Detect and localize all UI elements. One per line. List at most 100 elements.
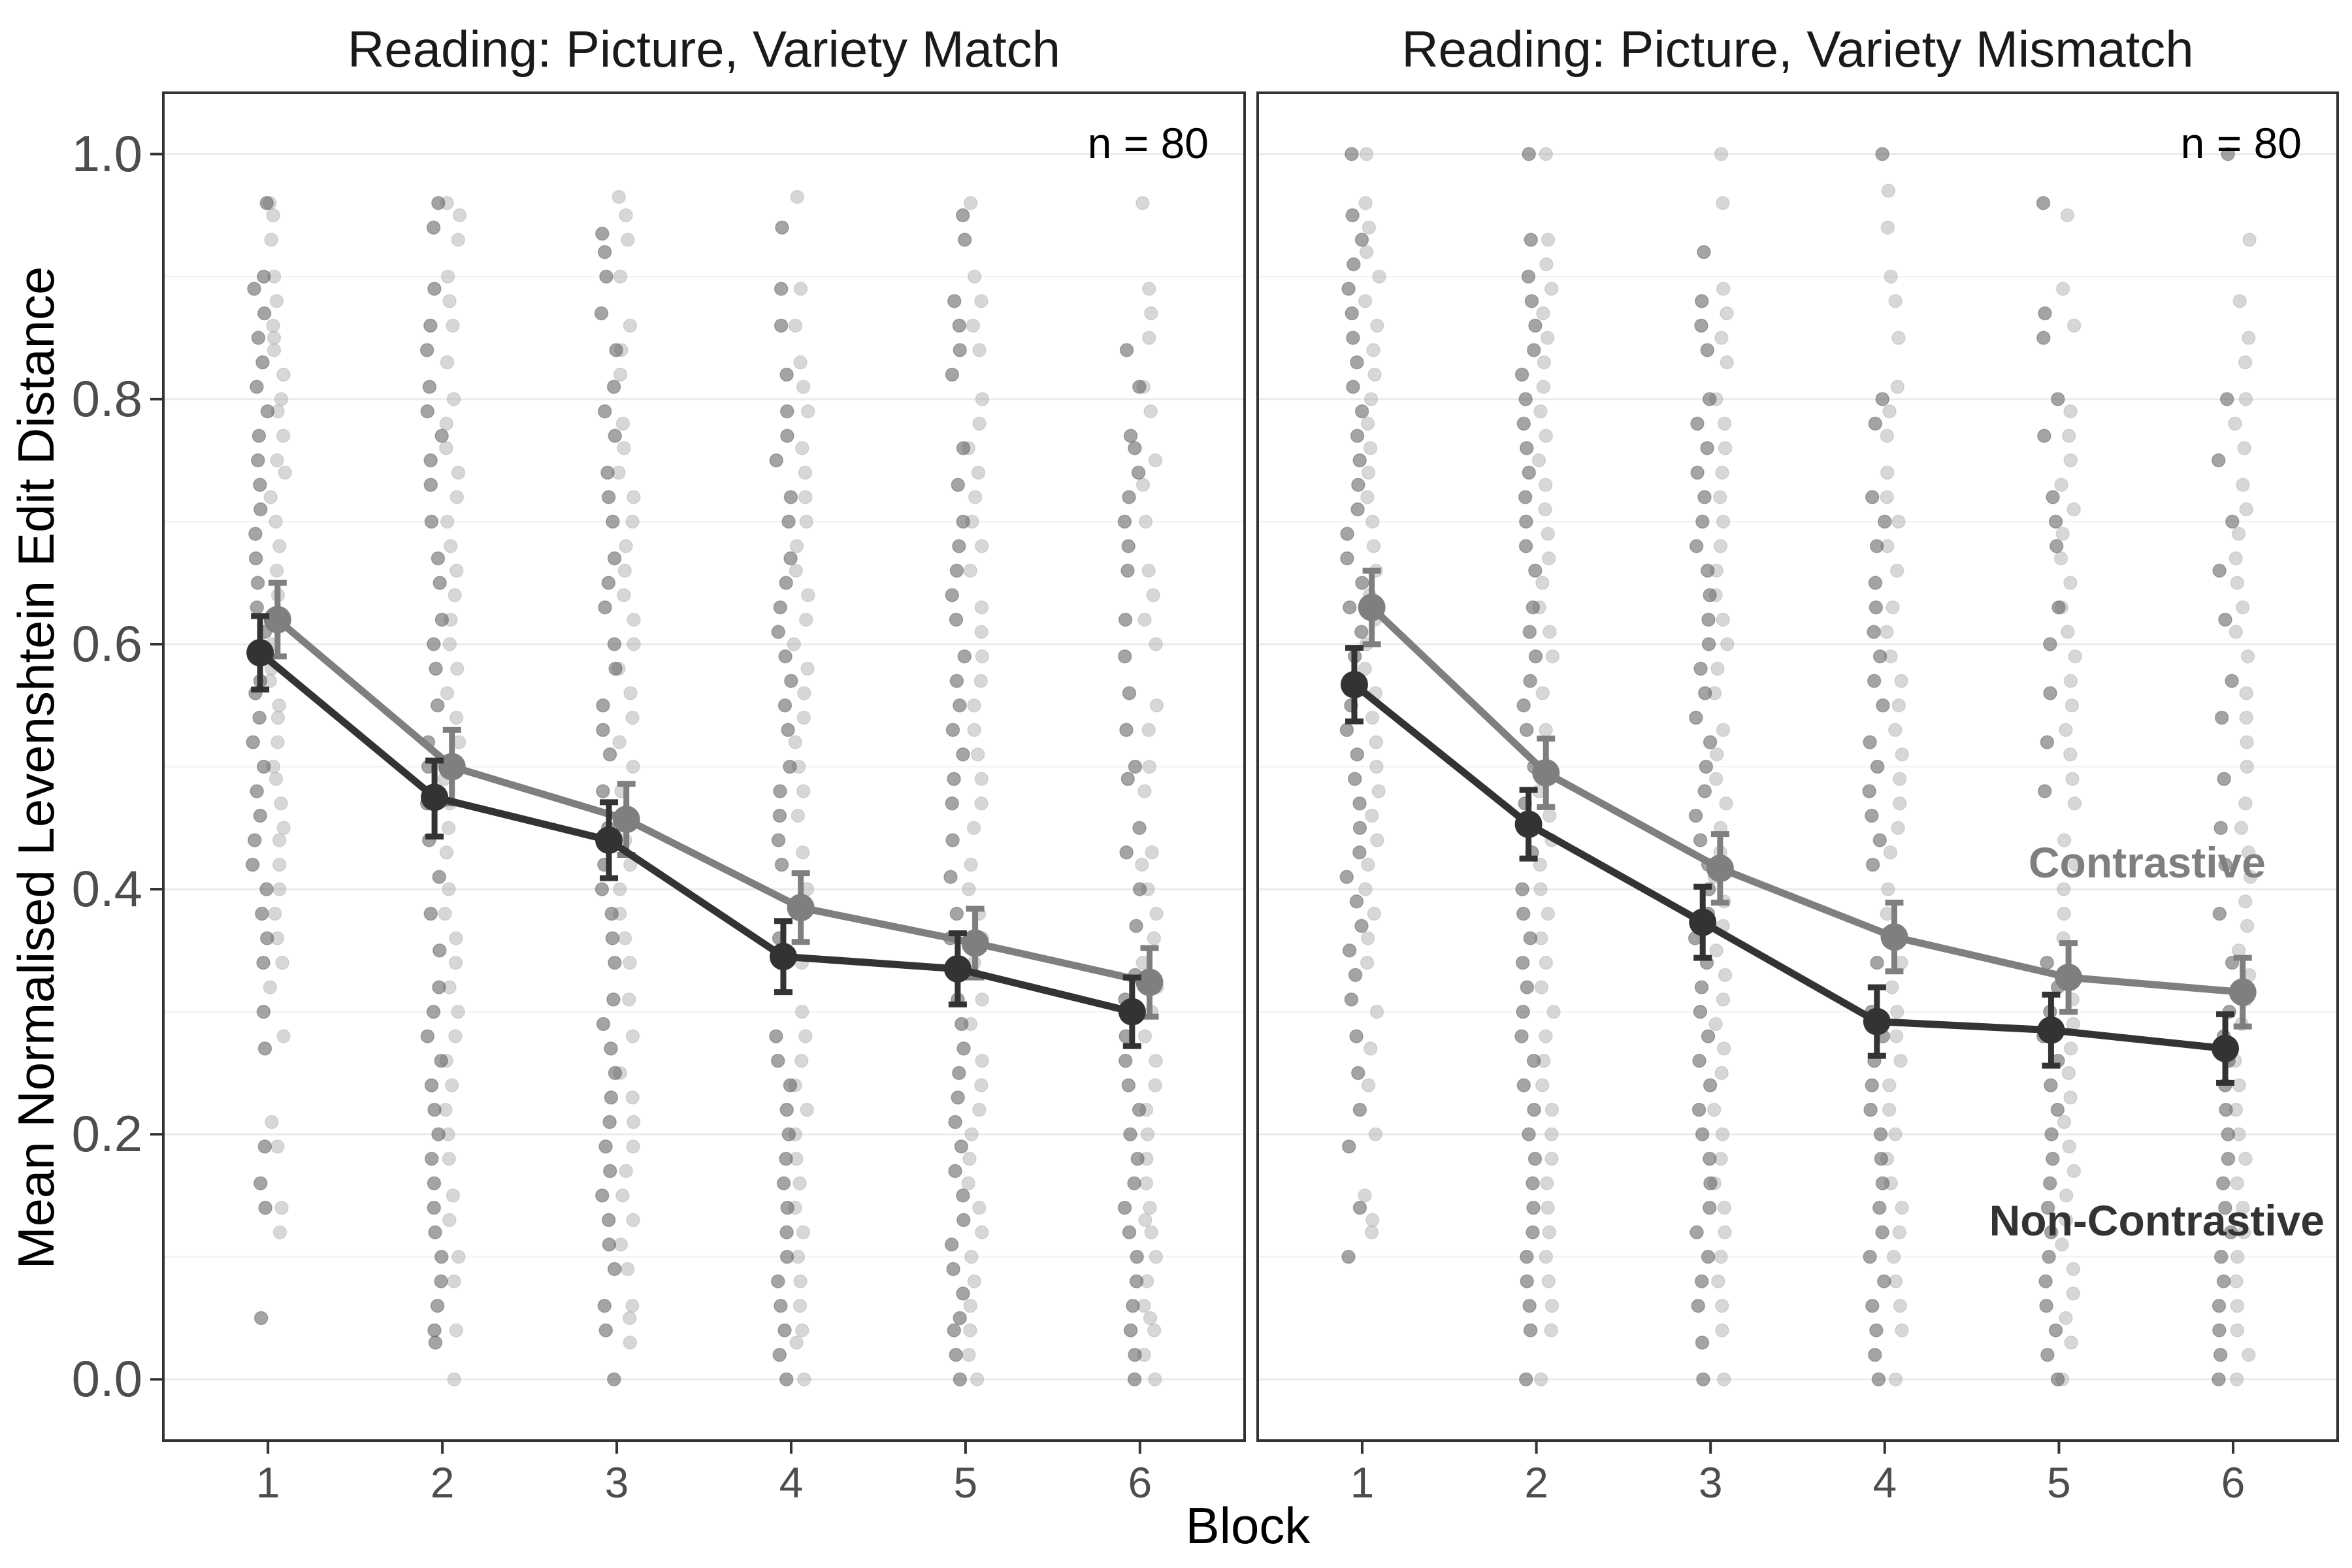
data-point	[619, 539, 633, 553]
data-point	[793, 282, 808, 296]
data-point	[257, 1139, 272, 1154]
data-point	[1137, 784, 1152, 798]
data-point	[623, 318, 638, 333]
data-point	[1364, 392, 1379, 406]
data-point	[446, 392, 461, 406]
data-point	[253, 502, 268, 517]
data-point	[1874, 1151, 1889, 1166]
data-point	[1872, 833, 1887, 847]
data-point	[793, 355, 808, 370]
data-point	[2238, 796, 2253, 811]
data-point	[1718, 1225, 1732, 1239]
data-point	[259, 196, 274, 210]
data-point	[442, 1213, 457, 1228]
data-point	[1149, 906, 1164, 921]
data-point	[783, 759, 797, 774]
contrastive-mean-point	[2055, 964, 2083, 992]
data-point	[1362, 220, 1377, 235]
data-point	[2240, 919, 2255, 934]
data-point	[1694, 980, 1709, 994]
data-point	[1135, 196, 1150, 210]
data-point	[1130, 1249, 1144, 1264]
data-point	[447, 1372, 461, 1386]
data-point	[947, 1323, 962, 1337]
x-tick-label: 1	[1350, 1458, 1375, 1507]
data-point	[1718, 441, 1733, 455]
data-point	[1345, 208, 1360, 223]
data-point	[612, 189, 627, 204]
data-point	[620, 1262, 635, 1277]
data-point	[957, 233, 972, 247]
data-point	[1368, 1127, 1383, 1141]
data-point	[1127, 1372, 1142, 1386]
data-point	[1539, 257, 1554, 272]
data-point	[801, 588, 815, 602]
data-point	[971, 747, 985, 762]
data-point	[1140, 1127, 1155, 1141]
data-point	[796, 1225, 811, 1239]
data-point	[598, 1323, 613, 1337]
data-point	[971, 465, 986, 480]
data-point	[956, 441, 971, 455]
data-point	[1361, 1078, 1376, 1092]
data-point	[1516, 1078, 1531, 1092]
data-point	[626, 759, 640, 774]
data-point	[1147, 931, 1162, 945]
data-point	[2048, 1323, 2063, 1337]
data-point	[256, 759, 271, 774]
data-point	[1716, 723, 1731, 737]
data-point	[776, 1176, 791, 1190]
data-point	[1544, 1323, 1558, 1337]
data-point	[601, 576, 616, 590]
data-point	[2230, 1298, 2245, 1313]
data-point	[1544, 282, 1559, 296]
data-point	[779, 1225, 794, 1239]
data-point	[439, 416, 453, 431]
data-point	[1697, 245, 1711, 259]
data-point	[1546, 1004, 1561, 1019]
data-point	[608, 955, 622, 970]
contrastive-mean-point	[787, 894, 815, 922]
data-point	[962, 882, 976, 896]
non_contrastive-mean-point	[769, 943, 797, 971]
data-point	[945, 588, 960, 602]
data-point	[1148, 453, 1163, 468]
data-point	[1893, 1053, 1908, 1068]
data-point	[1708, 1017, 1723, 1032]
data-point	[1544, 1127, 1559, 1141]
data-point	[1516, 1004, 1530, 1019]
data-point	[1541, 1274, 1556, 1288]
data-point	[1129, 1274, 1144, 1288]
data-point	[2213, 821, 2228, 836]
data-point	[1360, 416, 1375, 431]
y-tick-label: 0.8	[72, 370, 142, 427]
data-point	[2036, 331, 2051, 345]
data-point	[1146, 588, 1160, 602]
data-point	[1132, 380, 1147, 394]
data-point	[1891, 698, 1906, 713]
data-point	[964, 1127, 979, 1141]
data-point	[270, 735, 285, 749]
data-point	[255, 906, 269, 921]
data-point	[1339, 723, 1354, 737]
data-point	[1875, 1176, 1890, 1190]
data-point	[276, 429, 291, 443]
data-point	[442, 637, 457, 651]
data-point	[948, 1164, 962, 1179]
data-point	[771, 625, 785, 639]
data-point	[1895, 747, 1909, 762]
data-point	[1366, 539, 1381, 553]
data-point	[2212, 1298, 2227, 1313]
data-point	[947, 294, 962, 308]
data-point	[1865, 1298, 1880, 1313]
data-point	[2229, 551, 2243, 566]
data-point	[1870, 759, 1885, 774]
data-point	[2046, 490, 2060, 504]
contrastive-mean-point	[1358, 593, 1386, 621]
data-point	[2229, 1274, 2244, 1288]
data-point	[2040, 1200, 2055, 1215]
data-point	[2212, 1372, 2226, 1386]
data-point	[2066, 502, 2081, 517]
data-point	[2049, 539, 2064, 553]
data-point	[1716, 1372, 1731, 1386]
